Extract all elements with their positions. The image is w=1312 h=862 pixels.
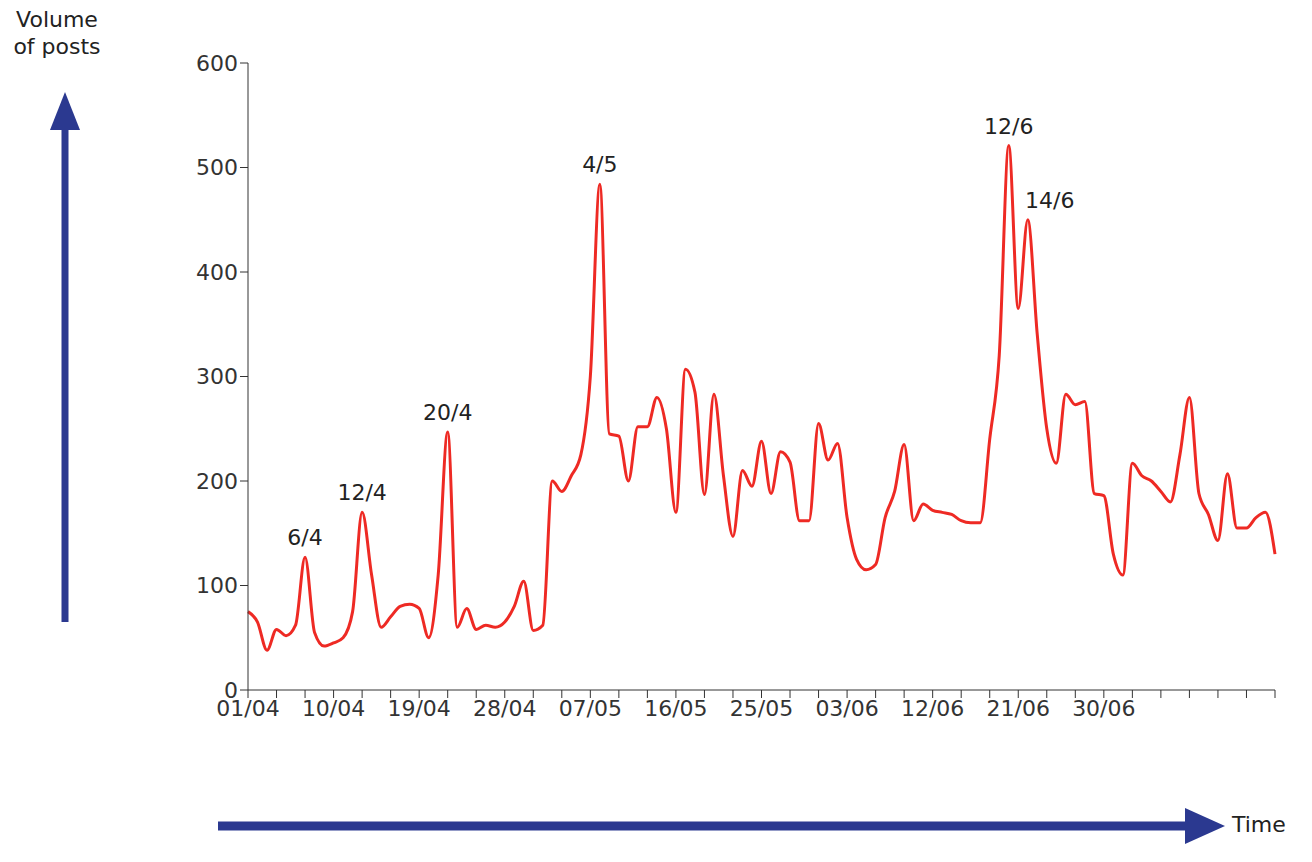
svg-text:28/04: 28/04 bbox=[473, 696, 536, 721]
svg-text:0: 0 bbox=[224, 678, 238, 703]
svg-text:12/4: 12/4 bbox=[337, 480, 386, 505]
svg-text:12/06: 12/06 bbox=[901, 696, 964, 721]
svg-text:12/6: 12/6 bbox=[984, 114, 1033, 139]
svg-text:25/05: 25/05 bbox=[730, 696, 793, 721]
html-text:Time: Time bbox=[1232, 812, 1286, 837]
svg-text:10/04: 10/04 bbox=[302, 696, 365, 721]
svg-text:4/5: 4/5 bbox=[582, 152, 617, 177]
svg-text:14/6: 14/6 bbox=[1025, 188, 1074, 213]
svg-text:16/05: 16/05 bbox=[644, 696, 707, 721]
svg-text:6/4: 6/4 bbox=[287, 525, 322, 550]
svg-text:200: 200 bbox=[196, 469, 238, 494]
svg-text:600: 600 bbox=[196, 51, 238, 76]
svg-text:03/06: 03/06 bbox=[815, 696, 878, 721]
svg-text:100: 100 bbox=[196, 573, 238, 598]
svg-text:300: 300 bbox=[196, 364, 238, 389]
svg-text:30/06: 30/06 bbox=[1072, 696, 1135, 721]
svg-text:07/05: 07/05 bbox=[559, 696, 622, 721]
html-text:Volume: Volume bbox=[16, 7, 98, 32]
svg-text:19/04: 19/04 bbox=[387, 696, 450, 721]
svg-text:400: 400 bbox=[196, 260, 238, 285]
svg-text:01/04: 01/04 bbox=[216, 695, 280, 721]
svg-text:500: 500 bbox=[196, 155, 238, 180]
svg-text:21/06: 21/06 bbox=[987, 696, 1050, 721]
html-text:of posts: of posts bbox=[13, 34, 101, 59]
svg-text:20/4: 20/4 bbox=[423, 400, 472, 425]
